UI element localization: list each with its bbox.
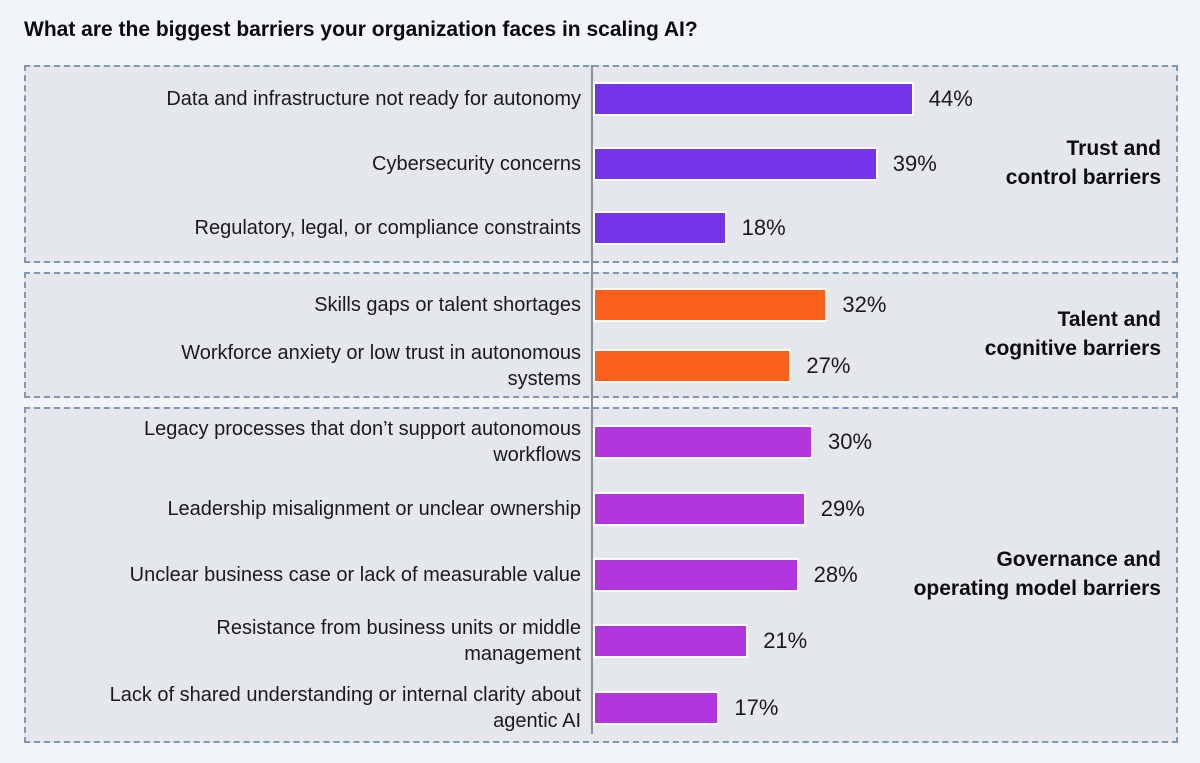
bar-value: 32% <box>842 291 887 317</box>
group-label-governance-and-operating-model: Governance and operating model barriers <box>913 548 1161 600</box>
group-panel-governance-and-operating-model: Legacy processes that don’t support auto… <box>24 407 1178 743</box>
bar-label: Leadership misalignment or unclear owner… <box>167 497 581 520</box>
bar-area: 28% <box>591 557 1176 592</box>
bar <box>593 690 720 725</box>
bar-value: 44% <box>928 86 973 112</box>
bar-value: 39% <box>892 150 937 176</box>
bar-value: 18% <box>741 215 786 241</box>
bar-label: Data and infrastructure not ready for au… <box>166 88 581 111</box>
group-label-trust-and-control: Trust and control barriers <box>1005 137 1161 189</box>
bar-label: Regulatory, legal, or compliance constra… <box>194 217 581 240</box>
bar-row: Resistance from business units or middle… <box>26 608 1176 674</box>
bar-label: Cybersecurity concerns <box>372 152 581 175</box>
group-label-talent-and-cognitive: Talent and cognitive barriers <box>984 308 1161 360</box>
bar-area: 39% <box>591 146 1176 181</box>
value-axis-line <box>591 65 593 734</box>
bar-area: 21% <box>591 624 1176 659</box>
bar-row: Data and infrastructure not ready for au… <box>26 67 1176 132</box>
bar-row: Cybersecurity concerns 39% <box>26 132 1176 197</box>
bar-area: 17% <box>591 690 1176 725</box>
bar <box>593 348 792 383</box>
bar-label: Unclear business case or lack of measura… <box>129 563 581 586</box>
bar-area: 44% <box>591 82 1176 117</box>
bar-value: 29% <box>820 495 865 521</box>
bar-row: Legacy processes that don’t support auto… <box>26 409 1176 475</box>
bar-label: Resistance from business units or middle… <box>216 617 581 666</box>
bar-area: 29% <box>591 491 1176 526</box>
chart-title: What are the biggest barriers your organ… <box>24 18 698 41</box>
bar <box>593 287 828 322</box>
bar-value: 17% <box>734 694 779 720</box>
bar-area: 27% <box>591 348 1176 383</box>
bar-row: Lack of shared understanding or internal… <box>26 675 1176 741</box>
group-panel-talent-and-cognitive: Skills gaps or talent shortages 32% Work… <box>24 272 1178 398</box>
bar-value: 28% <box>813 561 858 587</box>
bar-row: Skills gaps or talent shortages 32% <box>26 274 1176 335</box>
group-panel-trust-and-control: Data and infrastructure not ready for au… <box>24 65 1178 263</box>
bar-row: Unclear business case or lack of measura… <box>26 542 1176 608</box>
bar-value: 21% <box>763 628 808 654</box>
bar <box>593 82 914 117</box>
bar <box>593 146 878 181</box>
bar-row: Leadership misalignment or unclear owner… <box>26 475 1176 541</box>
bar-value: 30% <box>828 429 873 455</box>
bar-row: Regulatory, legal, or compliance constra… <box>26 196 1176 261</box>
bar-label: Skills gaps or talent shortages <box>314 293 581 316</box>
bar-area: 32% <box>591 287 1176 322</box>
bar <box>593 624 749 659</box>
bar <box>593 211 727 246</box>
bar <box>593 425 813 460</box>
bar-chart: Data and infrastructure not ready for au… <box>24 65 1178 743</box>
bar-row: Workforce anxiety or low trust in autono… <box>26 335 1176 396</box>
bar-label: Lack of shared understanding or internal… <box>109 683 581 732</box>
bar-area: 18% <box>591 211 1176 246</box>
bar-area: 30% <box>591 425 1176 460</box>
bar <box>593 557 799 592</box>
bar-label: Workforce anxiety or low trust in autono… <box>181 341 581 390</box>
bar-value: 27% <box>806 352 851 378</box>
bar-label: Legacy processes that don’t support auto… <box>144 418 581 467</box>
bar <box>593 491 806 526</box>
